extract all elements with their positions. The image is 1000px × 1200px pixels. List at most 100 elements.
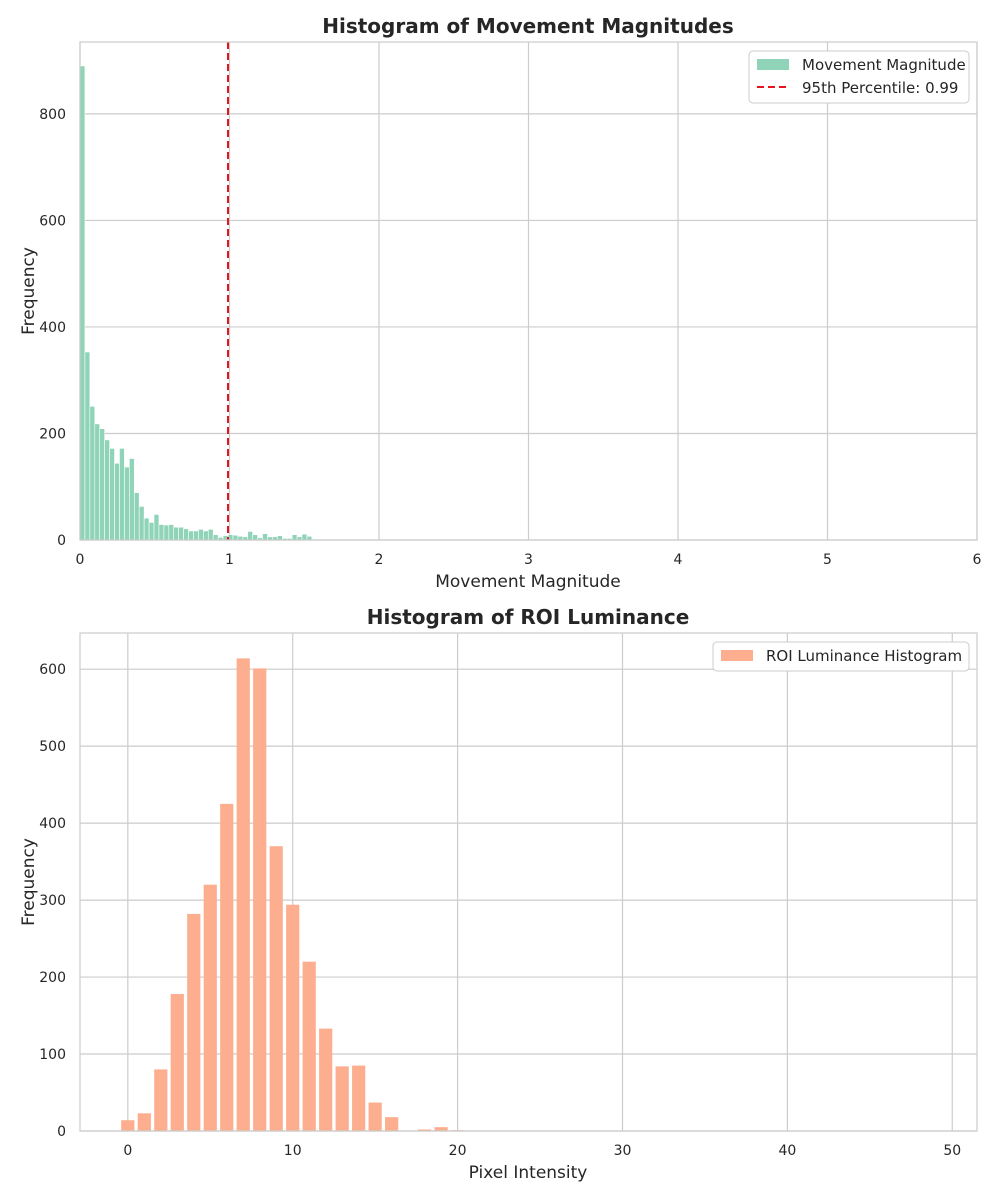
y-axis-label: Frequency [19, 247, 39, 335]
histogram-bar [168, 524, 175, 541]
chart-title: Histogram of ROI Luminance [367, 605, 690, 629]
histogram-bar [352, 1065, 366, 1131]
y-tick-label: 800 [39, 107, 66, 123]
histogram-bar [286, 904, 300, 1131]
histogram-bar [220, 803, 234, 1131]
y-tick-label: 600 [39, 662, 66, 678]
legend-box [712, 641, 970, 672]
movement-histogram-chart: Histogram of Movement Magnitudes 0 1 2 3 4 5 6… [19, 14, 982, 592]
luminance-histogram-chart: Histogram of ROI Luminance 0 10 20 30 40 50 0… [19, 605, 978, 1183]
histogram-bar [170, 993, 184, 1131]
y-tick-label: 200 [39, 426, 66, 442]
x-axis-label: Pixel Intensity [469, 1163, 588, 1183]
histogram-bar [173, 526, 179, 541]
y-tick-label: 0 [57, 1124, 66, 1140]
histogram-bar [148, 522, 155, 541]
histogram-bar [114, 463, 120, 541]
histogram-bar [269, 846, 283, 1131]
histogram-bar [262, 533, 268, 541]
y-tick-label: 0 [57, 533, 66, 549]
legend-label-luminance: ROI Luminance Histogram [766, 647, 962, 665]
y-tick-label: 100 [39, 1047, 66, 1063]
histogram-bar [232, 534, 239, 541]
x-tick-label: 0 [76, 552, 85, 568]
histogram-bar [89, 406, 96, 541]
histogram-bar [94, 423, 101, 541]
y-tick-labels: 0 100 200 300 400 500 600 [39, 662, 66, 1140]
y-tick-labels: 0 200 400 600 800 [39, 107, 66, 549]
y-axis-label: Frequency [19, 838, 39, 926]
histogram-bar [143, 517, 150, 541]
y-tick-label: 500 [39, 739, 66, 755]
histogram-bar [418, 1129, 432, 1131]
x-tick-labels: 0 10 20 30 40 50 [123, 1143, 961, 1159]
histogram-bar [207, 529, 214, 541]
x-tick-label: 0 [123, 1143, 132, 1159]
histogram-bar [253, 668, 267, 1131]
histogram-bar [158, 524, 165, 541]
histogram-bar [154, 1069, 168, 1131]
histogram-bar [252, 534, 258, 541]
histogram-bar [319, 1028, 333, 1131]
x-tick-label: 10 [284, 1143, 302, 1159]
histogram-bar [301, 533, 308, 541]
x-axis-label: Movement Magnitude [435, 572, 621, 592]
x-tick-label: 40 [778, 1143, 796, 1159]
histogram-bar [247, 531, 253, 541]
legend-label-percentile: 95th Percentile: 0.99 [802, 79, 958, 97]
histogram-bar [302, 961, 316, 1131]
histogram-bar [434, 1127, 448, 1131]
histogram-bar [137, 1113, 151, 1131]
grid [79, 42, 978, 541]
x-tick-label: 30 [614, 1143, 632, 1159]
histogram-bar [385, 1117, 399, 1131]
x-tick-label: 6 [973, 552, 982, 568]
histogram-bar [335, 1066, 349, 1131]
histogram-bar [188, 530, 194, 541]
histogram-bar [129, 458, 135, 541]
y-tick-label: 300 [39, 893, 66, 909]
histogram-bar [203, 884, 217, 1131]
histogram-bar [99, 428, 105, 541]
legend-swatch-luminance [721, 650, 753, 661]
histogram-bar [79, 65, 86, 541]
histogram-bar [119, 448, 125, 541]
x-tick-label: 3 [524, 552, 533, 568]
histogram-bar [291, 534, 298, 541]
histogram-bar [212, 534, 219, 541]
histogram-bar [163, 524, 170, 541]
legend: Movement Magnitude 95th Percentile: 0.99 [748, 50, 970, 104]
plot-frame [79, 632, 978, 1132]
legend-swatch-movement [757, 59, 789, 70]
histogram-bar [236, 658, 250, 1131]
histogram-bar [187, 913, 201, 1131]
histogram-bar [368, 1102, 382, 1131]
legend-box [748, 50, 970, 104]
y-tick-label: 200 [39, 970, 66, 986]
legend-label-movement: Movement Magnitude [802, 56, 966, 74]
histogram-bar [84, 351, 91, 541]
histogram-bar [277, 535, 283, 541]
x-tick-label: 50 [943, 1143, 961, 1159]
histogram-bar [193, 530, 199, 541]
x-tick-label: 5 [823, 552, 832, 568]
y-tick-label: 400 [39, 816, 66, 832]
histogram-bar [203, 530, 209, 541]
y-tick-label: 600 [39, 213, 66, 229]
histogram-bar [121, 1120, 135, 1131]
plot-frame [79, 41, 978, 541]
histogram-bar [198, 529, 204, 541]
x-tick-label: 1 [225, 552, 234, 568]
histogram-bar [104, 439, 110, 541]
x-tick-labels: 0 1 2 3 4 5 6 [76, 552, 982, 568]
y-tick-label: 400 [39, 320, 66, 336]
histogram-bar [138, 506, 145, 541]
histogram-bar [153, 514, 160, 541]
histogram-bar [124, 466, 130, 541]
bars [121, 658, 465, 1131]
bars [79, 65, 313, 541]
chart-title: Histogram of Movement Magnitudes [322, 14, 733, 38]
histogram-bar [178, 526, 184, 541]
x-tick-label: 2 [375, 552, 384, 568]
